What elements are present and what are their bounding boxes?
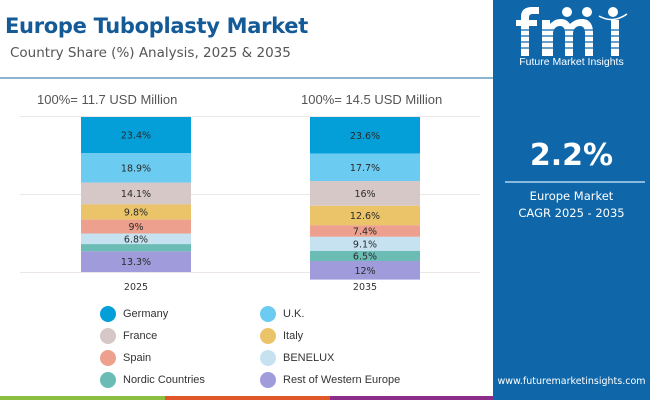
data-label: 7.4% (353, 227, 377, 238)
x-tick-label: 2035 (353, 282, 377, 293)
bar-segment-rest-of-western-europe-2025 (81, 251, 191, 272)
legend-swatch (260, 306, 276, 322)
bar-segment-rest-of-western-europe-2035 (310, 260, 420, 280)
bar-segment-benelux-2025 (81, 233, 191, 245)
legend-item: Germany (100, 306, 168, 322)
legend-swatch (100, 306, 116, 322)
data-label: 17.7% (350, 163, 380, 174)
data-label: 12% (354, 266, 375, 277)
bar-segment-nordic-countries-2025 (81, 244, 191, 252)
bar-segment-u-k--2035 (310, 153, 420, 182)
legend-label: Rest of Western Europe (283, 374, 401, 386)
bar-segment-germany-2025 (81, 117, 191, 154)
bar-segment-u-k--2025 (81, 153, 191, 183)
data-label: 23.6% (350, 131, 380, 142)
bar-segment-france-2025 (81, 182, 191, 205)
gridline (20, 272, 480, 273)
website-link[interactable]: www.futuremarketinsights.com (497, 376, 646, 387)
chart-title: Europe Tuboplasty Market (5, 14, 308, 38)
bar-segment-italy-2035 (310, 205, 420, 226)
legend-label: U.K. (283, 308, 305, 320)
bottom-stripe-purple (330, 396, 493, 400)
legend-label: Nordic Countries (123, 374, 205, 386)
bar-segment-spain-2035 (310, 225, 420, 237)
legend-swatch (260, 372, 276, 388)
bar-segment-spain-2025 (81, 219, 191, 234)
data-label: 9% (128, 222, 143, 233)
stacked-bar-chart: 23.4% 18.9% 14.1% 9.8% 9%6.8% 13.3% 2025 23.6% 1… (81, 117, 420, 293)
cagr-value: 2.2% (529, 138, 614, 173)
legend-item: France (100, 328, 157, 344)
legend-label: BENELUX (283, 352, 335, 364)
legend-label: France (123, 330, 158, 342)
data-label: 14.1% (121, 189, 151, 200)
bottom-stripe-orange (165, 396, 330, 400)
cagr-line-2: CAGR 2025 - 2035 (518, 206, 625, 220)
fmi-logo-icon (515, 7, 630, 56)
total-label-2025: 100%= 11.7 USD Million (37, 92, 178, 107)
data-label: 9.8% (124, 208, 148, 219)
data-label: 6.5% (353, 251, 377, 262)
info-panel: Future Market Insights 2.2% Europe Marke… (493, 0, 650, 400)
legend-swatch (100, 328, 116, 344)
bar-segment-nordic-countries-2035 (310, 250, 420, 261)
gridline (20, 194, 480, 195)
legend-swatch (260, 328, 276, 344)
cagr-line-1: Europe Market (529, 189, 614, 203)
legend-swatch (100, 350, 116, 366)
data-label: 13.3% (121, 257, 151, 268)
data-label: 6.8% (124, 234, 148, 245)
header-divider (0, 77, 493, 79)
bar-segment-germany-2035 (310, 117, 420, 154)
data-label: 12.6% (350, 211, 380, 222)
legend-swatch (260, 350, 276, 366)
legend-item: Rest of Western Europe (260, 372, 400, 388)
legend-item: Nordic Countries (100, 372, 205, 388)
legend-item: Italy (260, 328, 303, 344)
bar-segment-italy-2025 (81, 204, 191, 220)
legend-item: Spain (100, 350, 151, 366)
data-label: 16% (354, 189, 375, 200)
legend-swatch (100, 372, 116, 388)
data-label: 23.4% (121, 131, 151, 142)
bottom-stripe-green (0, 396, 165, 400)
bar-segment-benelux-2035 (310, 236, 420, 251)
bar-segment-france-2035 (310, 181, 420, 206)
brand-name: Future Market Insights (519, 56, 624, 68)
cagr-divider (505, 181, 645, 183)
legend-label: Italy (283, 330, 304, 342)
data-label: 18.9% (121, 163, 151, 174)
legend-label: Spain (123, 352, 152, 364)
legend-item: BENELUX (260, 350, 334, 366)
gridline (20, 116, 480, 117)
cagr-description: Europe Market CAGR 2025 - 2035 (493, 188, 650, 222)
legend-label: Germany (123, 308, 169, 320)
total-label-2035: 100%= 14.5 USD Million (301, 92, 443, 107)
chart-subtitle: Country Share (%) Analysis, 2025 & 2035 (10, 45, 291, 61)
legend-item: U.K. (260, 306, 304, 322)
x-tick-label: 2025 (124, 282, 148, 293)
data-label: 9.1% (353, 239, 377, 250)
